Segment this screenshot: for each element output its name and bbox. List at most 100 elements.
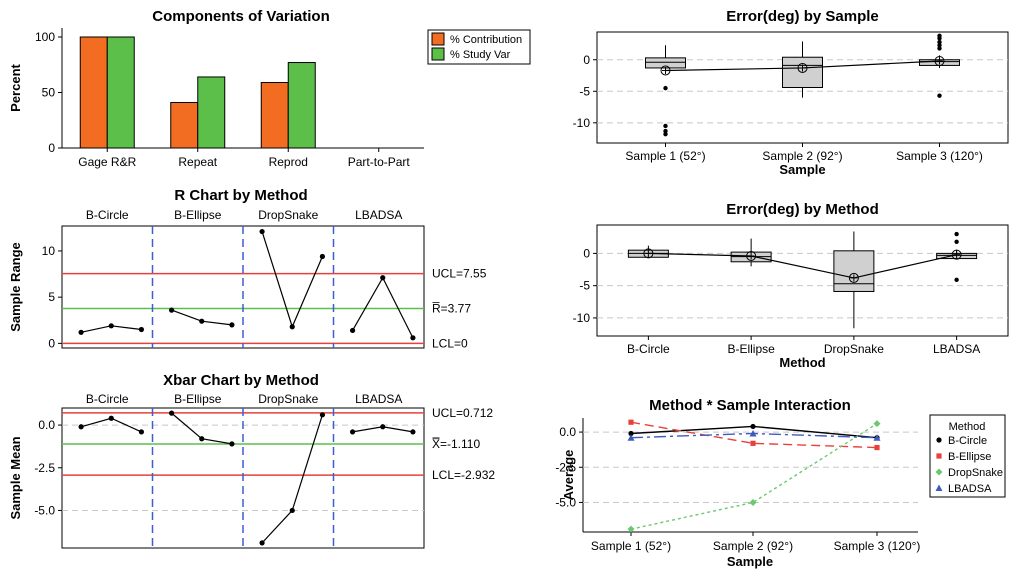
legend-marker	[935, 468, 943, 476]
data-point	[199, 318, 205, 324]
legend-label: B-Circle	[948, 435, 987, 447]
plot-frame	[596, 224, 1009, 337]
legend-marker	[936, 453, 942, 459]
chart-title: Components of Variation	[152, 8, 330, 25]
series-point	[628, 419, 634, 425]
x-tick-label: Reprod	[269, 155, 308, 169]
x-tick-label: Sample 1 (52°)	[591, 539, 671, 553]
y-tick-label: -10	[573, 311, 591, 325]
x-axis-label: Sample	[727, 554, 773, 569]
mean-symbol	[934, 56, 945, 67]
chart-title: Xbar Chart by Method	[163, 372, 319, 389]
outlier-point	[937, 33, 942, 38]
y-tick-label: 0	[48, 141, 55, 155]
series-point	[627, 525, 635, 533]
legend-label: % Study Var	[450, 49, 511, 61]
legend-label: % Contribution	[450, 34, 522, 46]
data-point	[349, 429, 356, 435]
x-tick-label: Sample 3 (120°)	[896, 149, 983, 163]
outlier-point	[954, 277, 959, 283]
y-tick-label: 10	[42, 244, 56, 258]
y-axis-label: Sample Mean	[8, 436, 23, 519]
outlier-point	[937, 43, 942, 48]
legend-label: LBADSA	[948, 483, 992, 495]
bar	[197, 76, 226, 149]
lcl-label: LCL=0	[432, 336, 468, 350]
group-label: B-Ellipse	[174, 208, 222, 222]
group-label: B-Circle	[86, 392, 129, 406]
series-point	[873, 434, 881, 441]
group-label: DropSnake	[258, 392, 318, 406]
data-point	[349, 327, 356, 334]
legend-swatch	[431, 47, 445, 61]
chart-title: R Chart by Method	[174, 187, 307, 204]
y-tick-label: -5	[579, 279, 590, 293]
x-tick-label: LBADSA	[933, 342, 980, 356]
y-tick-label: 100	[35, 30, 55, 44]
data-point	[108, 323, 114, 329]
series-point	[628, 430, 634, 437]
data-point	[259, 540, 265, 546]
outlier-point	[663, 85, 668, 91]
y-tick-label: -5	[579, 84, 590, 98]
series-point	[749, 429, 757, 437]
y-axis-label: Average	[561, 450, 576, 501]
x-tick-label: Repeat	[178, 155, 217, 169]
y-axis-label: Sample Range	[8, 242, 23, 332]
chart-title: Method * Sample Interaction	[649, 397, 851, 414]
chart-title: Error(deg) by Sample	[726, 8, 879, 25]
lcl-label: LCL=-2.932	[432, 468, 495, 482]
data-point	[319, 253, 326, 260]
center-label: X̿=-1.110	[432, 436, 480, 451]
y-tick-label: -2.5	[555, 460, 576, 474]
ucl-label: UCL=0.712	[432, 406, 493, 420]
outlier-point	[937, 93, 942, 98]
y-tick-label: -5.0	[34, 503, 55, 517]
x-tick-label: Sample 2 (92°)	[713, 539, 793, 553]
outlier-point	[937, 46, 942, 51]
legend-marker	[935, 484, 943, 491]
box	[833, 250, 875, 292]
legend-label: DropSnake	[948, 467, 1003, 479]
center-label: R̅=3.77	[432, 302, 471, 316]
y-tick-label: 5	[48, 290, 55, 304]
y-tick-label: -2.5	[34, 461, 55, 475]
data-line	[261, 231, 323, 329]
data-point	[138, 429, 145, 435]
data-point	[380, 275, 386, 281]
data-point	[410, 429, 416, 435]
y-tick-label: -5.0	[555, 495, 576, 509]
mean-symbol	[643, 248, 654, 259]
legend-box	[929, 414, 1006, 498]
y-axis-label: Percent	[8, 63, 23, 111]
series-point	[749, 498, 757, 506]
x-tick-label: Part-to-Part	[348, 155, 411, 169]
legend-title: Method	[949, 421, 986, 433]
group-label: LBADSA	[355, 392, 402, 406]
data-point	[78, 329, 84, 335]
series-point	[750, 423, 756, 430]
series-point	[750, 440, 756, 446]
data-point	[229, 322, 235, 328]
data-point	[138, 326, 145, 333]
ucl-label: UCL=7.55	[432, 267, 487, 281]
y-tick-label: 0.0	[38, 418, 55, 432]
bar	[106, 36, 135, 149]
data-point	[380, 424, 386, 430]
outlier-point	[663, 128, 668, 134]
data-point	[289, 507, 295, 514]
y-tick-label: 50	[42, 86, 56, 100]
series-line	[630, 423, 878, 530]
series-point	[627, 434, 635, 441]
data-point	[319, 412, 326, 418]
mean-symbol	[951, 249, 962, 260]
x-tick-label: B-Circle	[627, 342, 670, 356]
mean-line	[648, 252, 957, 279]
mean-symbol	[746, 250, 757, 261]
series-point	[874, 444, 880, 451]
legend-swatch	[431, 32, 445, 46]
group-label: DropSnake	[258, 208, 318, 222]
bar	[287, 62, 316, 149]
group-label: LBADSA	[355, 208, 402, 222]
data-point	[229, 441, 235, 447]
